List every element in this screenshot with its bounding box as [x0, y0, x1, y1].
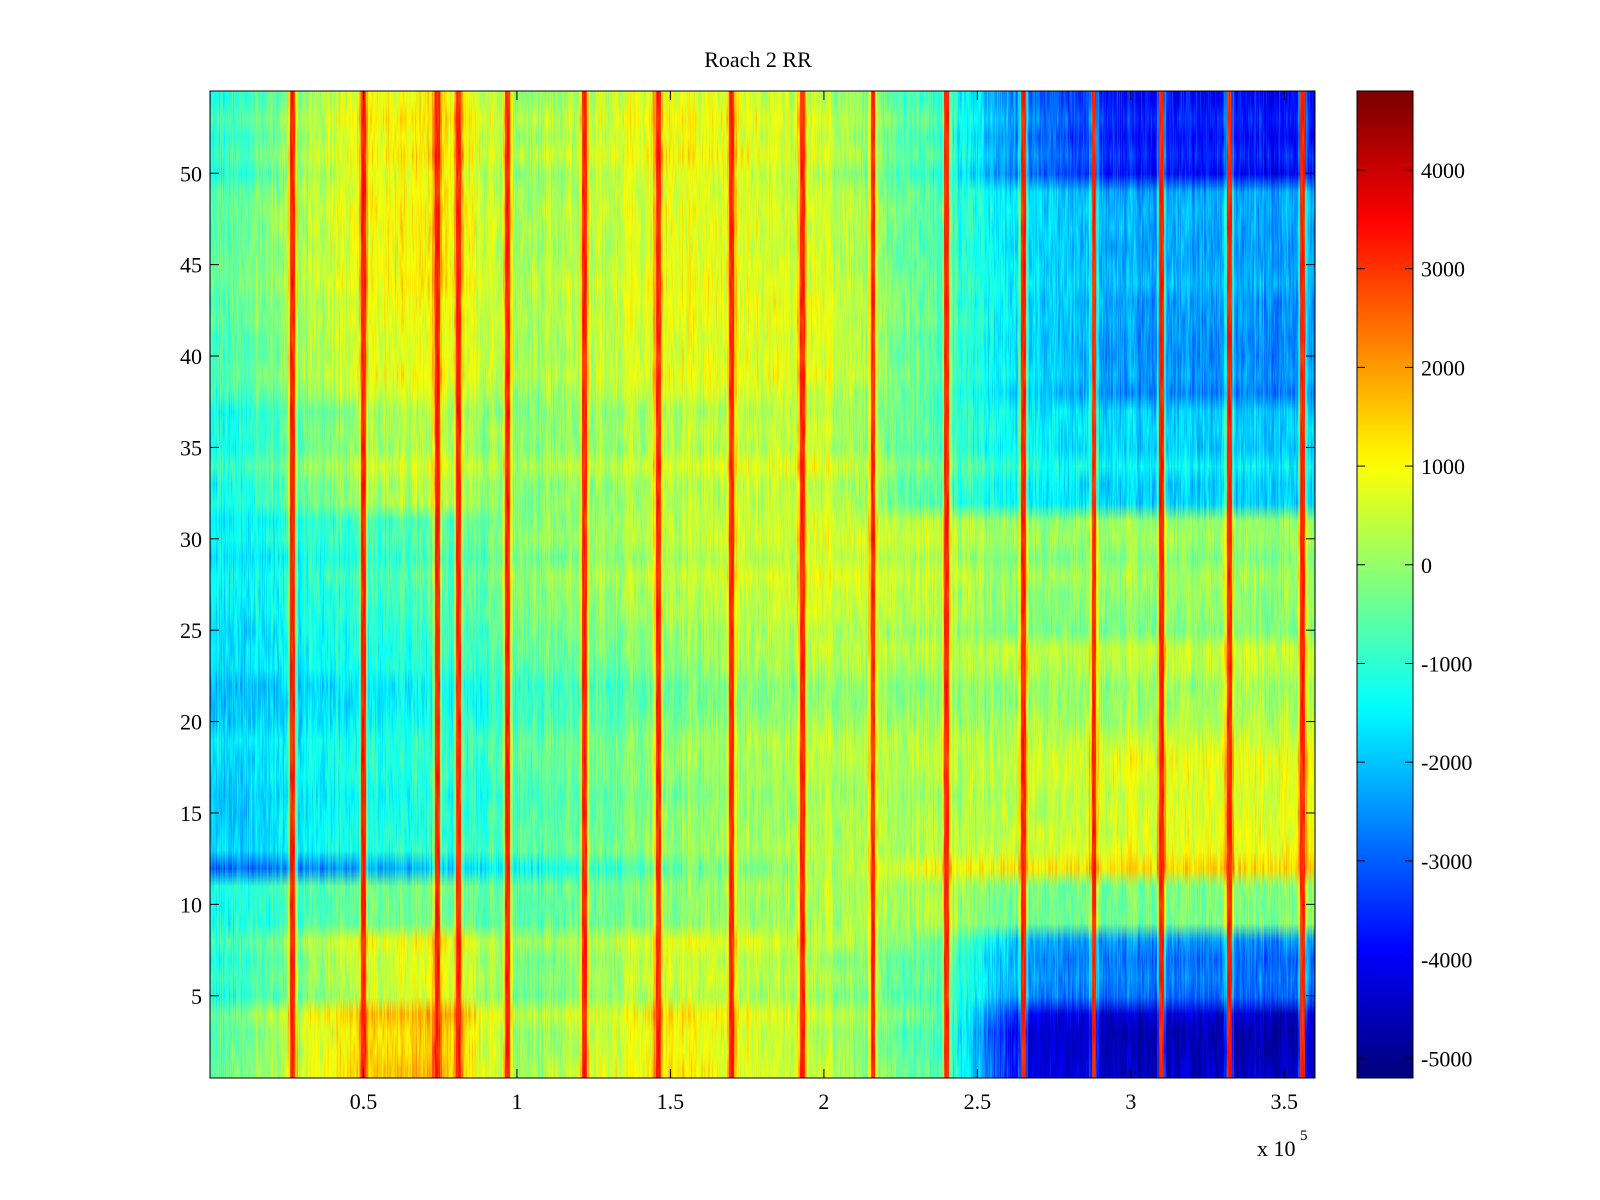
y-tick-label: 5 — [191, 984, 202, 1009]
x-tick-label: 0.5 — [350, 1089, 378, 1114]
x-tick-label: 3.5 — [1271, 1089, 1299, 1114]
colorbar-frame — [1356, 90, 1414, 1079]
x-tick-label: 1 — [511, 1089, 522, 1114]
colorbar-tick-label: -3000 — [1421, 849, 1472, 874]
colorbar-axis: -5000 -4000 -3000 -2000 -1000 0 1000 2000 3000 40… — [1357, 158, 1472, 1071]
y-tick-label: 25 — [180, 618, 202, 643]
colorbar-tick-label: 3000 — [1421, 257, 1465, 282]
colorbar-tick-label: 1000 — [1421, 454, 1465, 479]
colorbar-tick-label: 2000 — [1421, 355, 1465, 380]
y-tick-label: 20 — [180, 710, 202, 735]
y-tick-label: 15 — [180, 801, 202, 826]
x-multiplier-exponent: 5 — [1300, 1128, 1308, 1144]
chart-title: Roach 2 RR — [704, 47, 812, 72]
y-tick-label: 35 — [180, 435, 202, 460]
y-tick-label: 10 — [180, 892, 202, 917]
y-tick-label: 50 — [180, 161, 202, 186]
x-axis: 0.5 1 1.5 2 2.5 3 3.5 — [350, 91, 1298, 1114]
x-multiplier: x 10 5 — [1257, 1128, 1308, 1161]
y-axis: 5 10 15 20 25 30 35 40 45 50 — [180, 161, 1315, 1009]
plot-area: 0.5 1 1.5 2 2.5 3 3.5 5 10 15 20 25 30 35 40 45 50 — [180, 90, 1316, 1114]
x-tick-label: 2.5 — [964, 1089, 992, 1114]
colorbar-tick-label: 4000 — [1421, 158, 1465, 183]
x-tick-label: 3 — [1125, 1089, 1136, 1114]
x-tick-label: 1.5 — [657, 1089, 685, 1114]
colorbar: -5000 -4000 -3000 -2000 -1000 0 1000 2000 3000 40… — [1356, 90, 1472, 1079]
colorbar-tick-label: -1000 — [1421, 651, 1472, 676]
x-tick-label: 2 — [818, 1089, 829, 1114]
y-tick-label: 40 — [180, 344, 202, 369]
x-multiplier-label: x 10 — [1257, 1136, 1296, 1161]
y-tick-label: 45 — [180, 253, 202, 278]
y-tick-label: 30 — [180, 527, 202, 552]
colorbar-tick-label: -5000 — [1421, 1046, 1472, 1071]
plot-frame — [209, 90, 1316, 1079]
colorbar-tick-label: -4000 — [1421, 948, 1472, 973]
colorbar-tick-label: -2000 — [1421, 750, 1472, 775]
colorbar-gradient — [1357, 91, 1413, 1078]
colorbar-tick-label: 0 — [1421, 553, 1432, 578]
heatmap-image — [210, 91, 1315, 1078]
